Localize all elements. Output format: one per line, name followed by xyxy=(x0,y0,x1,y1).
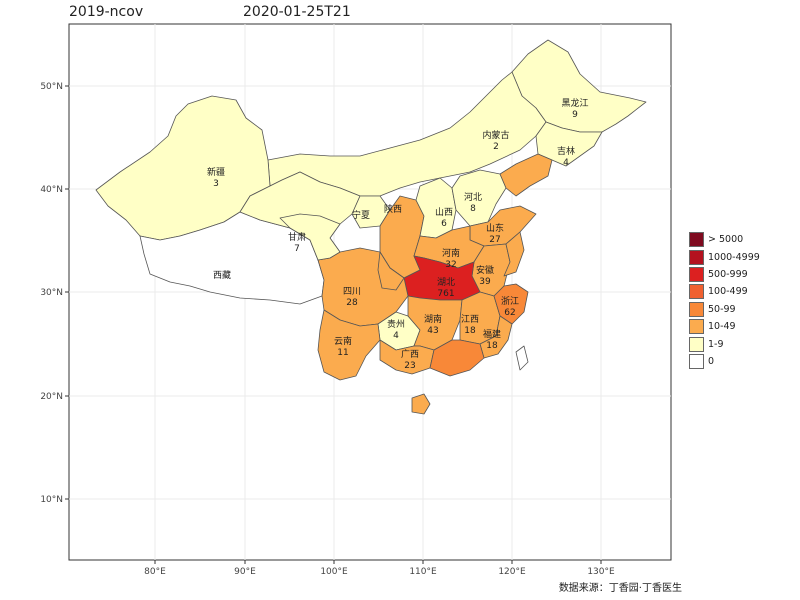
region-count: 62 xyxy=(504,308,515,318)
region-labels: 黑龙江 9 内蒙古 2 吉林 4 新疆 3 西藏 甘肃 7 宁夏 陕西 山西 6… xyxy=(207,97,589,371)
region-count: 27 xyxy=(489,235,500,245)
region-count: 18 xyxy=(486,341,498,351)
x-tick-label: 80°E xyxy=(144,567,166,577)
region-name: 湖南 xyxy=(424,313,442,325)
y-tick-label: 10°N xyxy=(40,495,63,505)
region-name: 安徽 xyxy=(476,264,494,276)
y-tick-label: 20°N xyxy=(40,392,63,402)
region-count: 9 xyxy=(572,110,578,120)
region-name: 广西 xyxy=(401,348,419,360)
legend-item: 0 xyxy=(689,353,794,370)
region-taiwan xyxy=(515,345,529,371)
legend-label: 500-999 xyxy=(708,268,748,280)
region-name: 内蒙古 xyxy=(482,129,509,141)
legend-swatch xyxy=(689,336,704,352)
region-count: 18 xyxy=(464,326,476,336)
region-name: 福建 xyxy=(483,328,501,340)
legend-label: 10-49 xyxy=(708,321,736,333)
region-count: 3 xyxy=(213,179,219,189)
region-count: 23 xyxy=(404,361,415,371)
region-name: 湖北 xyxy=(437,277,455,288)
legend-label: > 5000 xyxy=(708,234,744,246)
y-tick-labels: 50°N 40°N 30°N 20°N 10°N xyxy=(40,82,63,505)
region-count: 761 xyxy=(437,289,454,299)
x-tick-label: 130°E xyxy=(587,567,615,577)
legend-item: 1000-4999 xyxy=(689,248,794,265)
region-name: 河北 xyxy=(464,191,482,203)
y-tick-label: 50°N xyxy=(40,82,63,92)
region-name: 云南 xyxy=(334,335,352,347)
legend-item: 500-999 xyxy=(689,266,794,283)
region-name: 贵州 xyxy=(387,318,405,330)
map-title-left: 2019-ncov xyxy=(69,4,144,20)
province-layer xyxy=(95,39,647,415)
x-tick-label: 90°E xyxy=(234,567,256,577)
region-吉林 xyxy=(535,121,603,167)
x-tick-labels: 80°E 90°E 100°E 110°E 120°E 130°E xyxy=(144,567,615,577)
region-name: 黑龙江 xyxy=(561,97,588,109)
region-chongqing xyxy=(377,251,405,291)
region-guangdong xyxy=(429,339,485,377)
region-count: 39 xyxy=(479,277,491,287)
region-count: 43 xyxy=(427,326,438,336)
region-name: 四川 xyxy=(343,287,361,297)
legend-swatch xyxy=(689,249,704,265)
region-name: 陕西 xyxy=(384,203,402,215)
region-name: 江西 xyxy=(461,314,479,325)
region-count: 28 xyxy=(346,298,358,308)
region-liaoning xyxy=(499,153,553,197)
legend-swatch xyxy=(689,284,704,300)
legend-label: 50-99 xyxy=(708,303,736,315)
region-count: 32 xyxy=(445,260,456,270)
legend-swatch xyxy=(689,319,704,335)
region-count: 4 xyxy=(563,158,569,168)
region-count: 11 xyxy=(337,348,348,358)
region-name: 宁夏 xyxy=(352,209,370,221)
legend-swatch xyxy=(689,301,704,317)
region-hainan xyxy=(411,393,431,415)
map-title-right: 2020-01-25T21 xyxy=(243,4,351,20)
legend-label: 100-499 xyxy=(708,286,748,298)
legend-item: 1-9 xyxy=(689,335,794,352)
region-河北 xyxy=(451,169,507,227)
x-tick-label: 110°E xyxy=(409,567,437,577)
region-count: 2 xyxy=(493,142,499,152)
region-name: 新疆 xyxy=(207,166,225,178)
data-source-caption: 数据来源：丁香园·丁香医生 xyxy=(558,583,682,594)
y-tick-label: 30°N xyxy=(40,288,63,298)
legend-swatch xyxy=(689,232,704,248)
region-name: 山东 xyxy=(486,222,504,234)
map-legend: > 5000 1000-4999 500-999 100-499 50-99 1… xyxy=(689,231,794,370)
region-name: 吉林 xyxy=(557,145,575,157)
region-count: 8 xyxy=(470,204,476,214)
region-name: 河南 xyxy=(442,247,460,259)
x-tick-label: 120°E xyxy=(498,567,526,577)
axis-ticks xyxy=(65,85,602,564)
legend-item: > 5000 xyxy=(689,231,794,248)
region-count: 4 xyxy=(393,331,399,341)
region-jiangsu xyxy=(503,231,525,277)
legend-item: 10-49 xyxy=(689,318,794,335)
region-name: 西藏 xyxy=(213,269,231,281)
x-tick-label: 100°E xyxy=(320,567,348,577)
region-云南 xyxy=(317,309,381,381)
legend-label: 1000-4999 xyxy=(708,251,760,263)
legend-swatch xyxy=(689,266,704,282)
region-count: 7 xyxy=(294,244,300,254)
legend-label: 0 xyxy=(708,355,715,367)
region-name: 甘肃 xyxy=(288,231,306,243)
legend-label: 1-9 xyxy=(708,338,724,350)
y-tick-label: 40°N xyxy=(40,185,63,195)
region-福建 xyxy=(479,315,513,359)
region-name: 山西 xyxy=(435,207,453,218)
region-count: 6 xyxy=(441,219,447,229)
legend-item: 100-499 xyxy=(689,283,794,300)
legend-item: 50-99 xyxy=(689,301,794,318)
region-name: 浙江 xyxy=(501,295,519,307)
region-qinghai xyxy=(279,213,341,261)
legend-swatch xyxy=(689,353,704,369)
